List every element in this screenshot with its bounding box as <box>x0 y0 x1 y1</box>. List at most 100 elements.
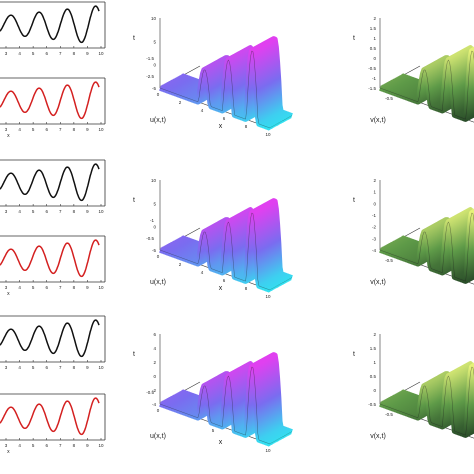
t-tick-label: 0 <box>373 201 376 206</box>
x-tick-label: 6 <box>223 116 226 121</box>
x-tick-label: 6 <box>223 278 226 283</box>
x-tick-label: 4 <box>18 285 21 290</box>
x-tick-label: 10 <box>265 294 271 299</box>
z-axis-label: v(x,t) <box>370 433 386 440</box>
t-tick-label: -1 <box>372 213 376 218</box>
x-tick-label: 2 <box>179 100 182 105</box>
t-tick-label: 4 <box>153 346 156 351</box>
x-tick-label: 4 <box>18 51 21 56</box>
t-tick-label: 2 <box>373 332 376 337</box>
x-tick-label: 5 <box>32 127 35 132</box>
x-tick-label: 8 <box>73 443 76 448</box>
t-tick-label: 0 <box>153 63 156 68</box>
mesh-line <box>159 366 271 445</box>
t-tick-label: -4 <box>372 248 376 253</box>
x-tick-label: 10 <box>98 443 104 448</box>
t-tick-label: 1 <box>373 36 376 41</box>
t-tick-label: 1.5 <box>370 26 377 31</box>
z-axis-label: u(x,t) <box>150 433 166 440</box>
series-line <box>0 397 100 436</box>
x-tick-label: 3 <box>5 209 8 214</box>
x-tick-label: 8 <box>73 285 76 290</box>
mesh-line <box>379 366 474 436</box>
x-tick-label: 9 <box>86 127 89 132</box>
t-tick-label: 1 <box>373 190 376 195</box>
x-tick-label: 9 <box>86 365 89 370</box>
z-tick-label: -2.5 <box>146 74 154 79</box>
line-panel-row2-u-2d: 3 4 5 6 7 8 9 10 <box>0 159 106 214</box>
t-tick-label: -2 <box>372 225 376 230</box>
x-tick-label: 7 <box>59 127 62 132</box>
x-tick-label: -0.5 <box>385 258 393 263</box>
x-tick-label: 5 <box>32 51 35 56</box>
z-tick-label: -0.5 <box>146 390 154 395</box>
t-tick-label: -1.5 <box>368 86 376 91</box>
t-tick-label: 0 <box>153 374 156 379</box>
t-axis-label: t <box>353 35 355 42</box>
t-tick-label: 5 <box>153 201 156 206</box>
x-tick-label: 3 <box>5 365 8 370</box>
x-tick-label: 3 <box>5 285 8 290</box>
t-tick-label: -2 <box>152 388 156 393</box>
x-tick-label: 9 <box>86 209 89 214</box>
x-tick-label: 7 <box>59 365 62 370</box>
x-tick-label: 0 <box>157 408 160 413</box>
t-tick-label: 1.5 <box>370 346 377 351</box>
t-tick-label: 0.5 <box>370 46 377 51</box>
x-tick-label: 3 <box>5 443 8 448</box>
line-panel-row3-u-2d: 3 4 5 6 7 8 9 10 <box>0 315 106 370</box>
x-tick-label: 10 <box>98 209 104 214</box>
x-tick-label: 10 <box>98 285 104 290</box>
x-tick-label: 7 <box>59 51 62 56</box>
x-tick-label: 5 <box>212 428 215 433</box>
z-tick-label: -1.5 <box>146 56 154 61</box>
x-tick-label: 6 <box>45 209 48 214</box>
t-tick-label: 2 <box>153 360 156 365</box>
x-tick-label: 3 <box>5 127 8 132</box>
t-axis-label: t <box>353 351 355 358</box>
x-tick-label: 8 <box>73 365 76 370</box>
x-axis-label: x <box>219 123 223 130</box>
x-tick-label: -0.5 <box>385 96 393 101</box>
x-tick-label: 10 <box>98 365 104 370</box>
x-tick-label: 7 <box>59 443 62 448</box>
x-tick-label: 6 <box>45 443 48 448</box>
t-tick-label: -0.5 <box>368 402 376 407</box>
line-panel-row1-u-2d: 3 4 5 6 7 8 9 10 <box>0 1 106 56</box>
surface-panel-row2-v-3d: 2 1 0 -1 -2 -3 -4 -0.5 v(x,t) t <box>353 178 474 286</box>
mesh-line <box>379 50 474 120</box>
x-tick-label: 4 <box>201 270 204 275</box>
x-tick-label: 8 <box>245 286 248 291</box>
x-tick-label: 10 <box>98 51 104 56</box>
x-tick-label: 6 <box>45 365 48 370</box>
t-tick-label: -3 <box>372 236 376 241</box>
x-tick-label: 8 <box>73 209 76 214</box>
mesh-line <box>379 212 474 282</box>
t-axis-label: t <box>353 197 355 204</box>
series-line <box>0 163 100 202</box>
x-tick-label: 0 <box>157 92 160 97</box>
t-tick-label: -1 <box>372 76 376 81</box>
x-axis-label: x <box>219 439 223 446</box>
x-tick-label: 6 <box>45 285 48 290</box>
t-tick-label: -4 <box>152 402 156 407</box>
x-tick-label: 4 <box>18 127 21 132</box>
series-line <box>0 319 100 358</box>
x-tick-label: 5 <box>32 209 35 214</box>
z-axis-label: v(x,t) <box>370 117 386 124</box>
series-line <box>0 5 100 44</box>
series-line <box>0 239 100 278</box>
t-tick-label: 0.5 <box>370 374 377 379</box>
x-tick-label: 9 <box>86 51 89 56</box>
t-tick-label: 2 <box>373 16 376 21</box>
line-panel-row1-v-2d: 3 4 5 6 7 8 9 10 x <box>0 77 106 139</box>
mesh-line <box>159 50 271 129</box>
x-tick-label: 5 <box>32 285 35 290</box>
x-tick-label: 6 <box>45 51 48 56</box>
t-tick-label: 6 <box>153 332 156 337</box>
x-tick-label: 4 <box>201 108 204 113</box>
x-tick-label: 6 <box>45 127 48 132</box>
